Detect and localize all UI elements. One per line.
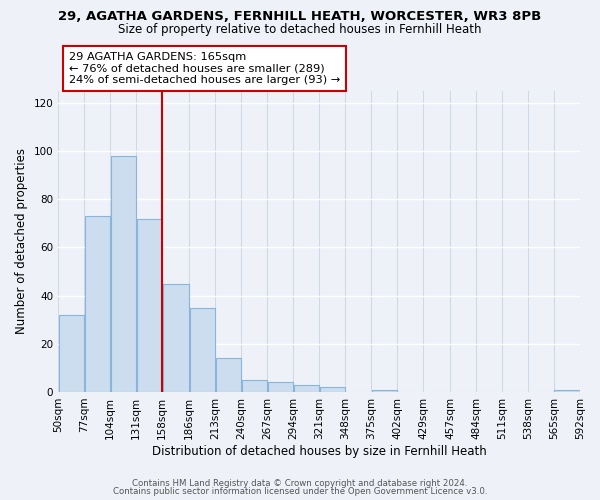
Text: 29, AGATHA GARDENS, FERNHILL HEATH, WORCESTER, WR3 8PB: 29, AGATHA GARDENS, FERNHILL HEATH, WORC… (58, 10, 542, 23)
Bar (554, 390, 580, 392)
Bar (215, 358, 241, 392)
Text: Contains HM Land Registry data © Crown copyright and database right 2024.: Contains HM Land Registry data © Crown c… (132, 478, 468, 488)
Bar (137, 218, 161, 392)
Text: 29 AGATHA GARDENS: 165sqm
← 76% of detached houses are smaller (289)
24% of semi: 29 AGATHA GARDENS: 165sqm ← 76% of detac… (68, 52, 340, 85)
Bar (371, 390, 397, 392)
Bar (293, 384, 319, 392)
Bar (242, 380, 266, 392)
Bar (190, 308, 215, 392)
Bar (59, 315, 83, 392)
X-axis label: Distribution of detached houses by size in Fernhill Heath: Distribution of detached houses by size … (152, 444, 487, 458)
Text: Size of property relative to detached houses in Fernhill Heath: Size of property relative to detached ho… (118, 22, 482, 36)
Bar (110, 156, 136, 392)
Bar (268, 382, 293, 392)
Text: Contains public sector information licensed under the Open Government Licence v3: Contains public sector information licen… (113, 487, 487, 496)
Bar (163, 284, 188, 392)
Bar (85, 216, 110, 392)
Y-axis label: Number of detached properties: Number of detached properties (15, 148, 28, 334)
Bar (320, 387, 344, 392)
